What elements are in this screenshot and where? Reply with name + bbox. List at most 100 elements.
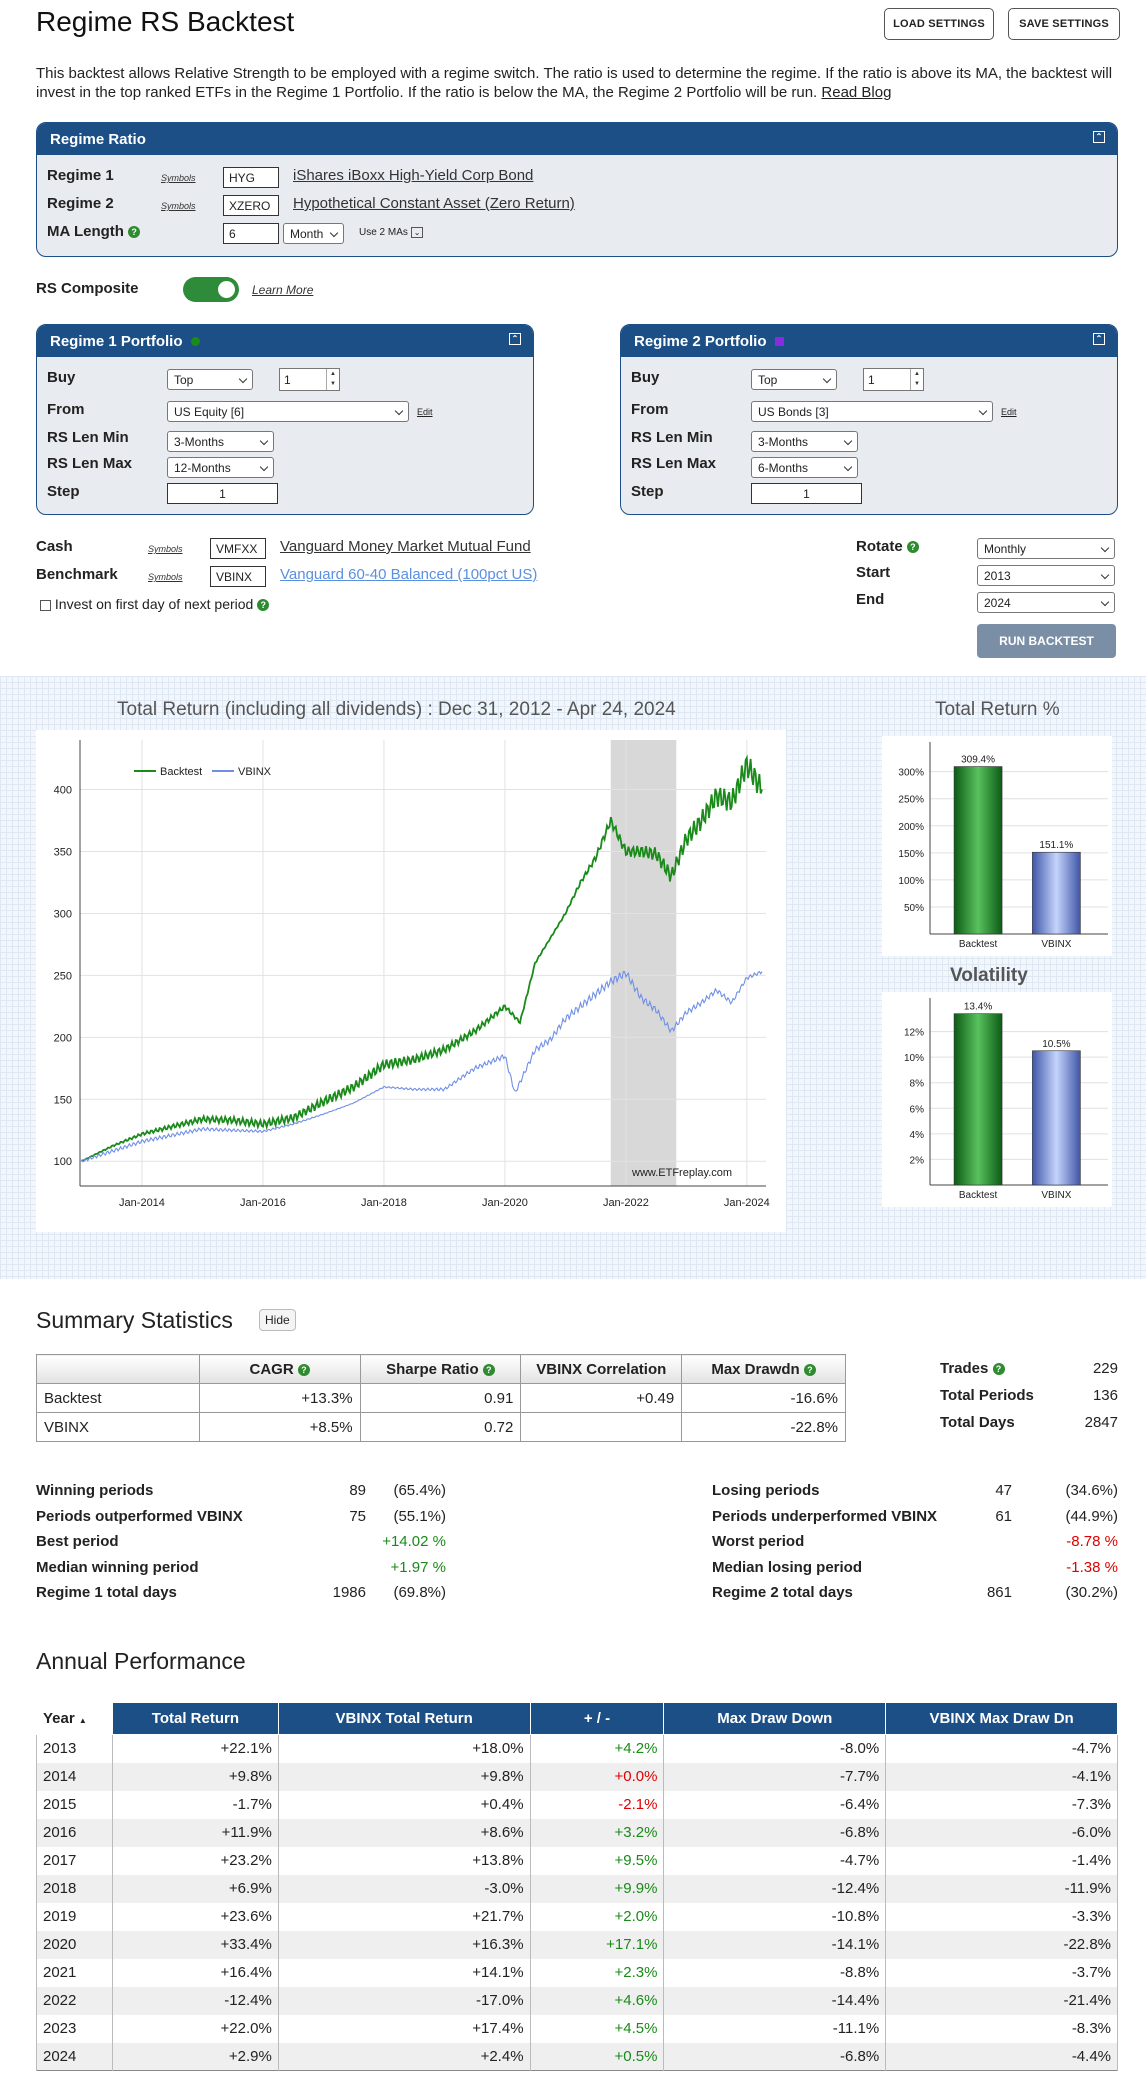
regime2-name-link[interactable]: Hypothetical Constant Asset (Zero Return… [293,195,575,212]
collapse-icon[interactable]: ⌃ [509,333,521,345]
rs-len-min-select[interactable]: 3-Months [751,431,858,452]
ma-length-input[interactable]: 6 [223,223,279,244]
help-icon[interactable]: ? [482,1363,495,1376]
from-label: From [47,401,85,418]
help-icon[interactable]: ? [992,1363,1005,1376]
year-sort-header[interactable]: Year ▲ [36,1702,113,1735]
table-cell: +11.9% [111,1818,279,1847]
page-title: Regime RS Backtest [36,6,295,37]
trades-label: Trades ? [940,1360,1005,1377]
learn-more-link[interactable]: Learn More [252,283,314,297]
table-row: 2016 +11.9% +8.6% +3.2% -6.8% -6.0% [36,1818,1118,1847]
volatility-y-tick-label: 2% [910,1155,925,1166]
collapse-icon[interactable]: ⌃ [1093,131,1105,143]
cash-name-link[interactable]: Vanguard Money Market Mutual Fund [280,538,531,555]
ma-unit-select[interactable]: Month [283,223,344,244]
max-draw-down-header[interactable]: Max Draw Down [663,1702,887,1735]
period-stat-count: 75 [349,1507,366,1525]
rotate-select[interactable]: Monthly [977,538,1115,559]
ma-length-text: MA Length [47,223,124,240]
total-return-y-tick-label: 50% [904,903,924,914]
table-cell: -4.1% [885,1762,1118,1791]
step-input[interactable]: 1 [751,483,862,504]
benchmark-symbol-input[interactable]: VBINX [210,566,266,587]
from-select[interactable]: US Equity [6] [167,401,409,422]
rs-len-min-label: RS Len Min [47,429,129,446]
regime1-symbols-link[interactable]: Symbols [161,173,196,183]
run-backtest-button[interactable]: RUN BACKTEST [977,624,1116,658]
total-return-header[interactable]: Total Return [111,1702,279,1735]
use-2-mas-toggle[interactable]: Use 2 MAs ⌄ [359,227,424,238]
table-cell: -14.4% [663,1986,887,2015]
collapse-icon[interactable]: ⌃ [1093,333,1105,345]
table-cell: +16.4% [111,1958,279,1987]
benchmark-name-link[interactable]: Vanguard 60-40 Balanced (100pct US) [280,566,538,583]
vbinx-max-draw-down-header[interactable]: VBINX Max Draw Dn [885,1702,1118,1735]
invest-first-day-checkbox[interactable] [40,599,51,611]
main-chart: 100 150 200 250 300 350 400 Jan-2014 Jan-2016 Jan… [36,730,786,1232]
green-dot-icon [190,337,200,346]
table-cell: +16.3% [277,1930,531,1959]
cash-symbols-link[interactable]: Symbols [148,544,183,554]
edit-link[interactable]: Edit [1001,407,1017,417]
toggle-knob [218,281,235,298]
table-cell: -14.1% [663,1930,887,1959]
buy-count-stepper[interactable]: 1 ▲ ▼ [863,368,924,391]
help-icon[interactable]: ? [128,226,141,239]
table-cell: +18.0% [277,1734,531,1763]
x-tick-label: Jan-2022 [603,1197,649,1209]
regime2-portfolio-header: Regime 2 Portfolio ⌃ [621,325,1117,357]
stepper-arrows-icon[interactable]: ▲ ▼ [910,369,923,390]
diff-header[interactable]: + / - [529,1702,665,1735]
edit-link[interactable]: Edit [417,407,433,417]
start-select[interactable]: 2013 [977,565,1115,586]
table-cell: 2024 [36,2042,113,2071]
table-cell: -8.8% [663,1958,887,1987]
table-row: 2018 +6.9% -3.0% +9.9% -12.4% -11.9% [36,1874,1118,1903]
regime2-symbol-input[interactable]: XZERO [223,195,279,216]
end-select[interactable]: 2024 [977,592,1115,613]
table-cell: +2.4% [277,2042,531,2071]
regime1-symbol-input[interactable]: HYG [223,167,279,188]
hide-button[interactable]: Hide [259,1309,296,1331]
period-stat-label: Regime 2 total days [712,1584,853,1601]
help-icon[interactable]: ? [297,1363,310,1376]
invest-first-day-option[interactable]: Invest on first day of next period ? [40,596,270,612]
benchmark-symbols-link[interactable]: Symbols [148,572,183,582]
buy-count-stepper[interactable]: 1 ▲ ▼ [279,368,340,391]
rs-len-min-select[interactable]: 3-Months [167,431,274,452]
regime2-portfolio-title: Regime 2 Portfolio [634,333,767,350]
rs-len-max-select[interactable]: 12-Months [167,457,274,478]
table-cell: -7.7% [663,1762,887,1791]
table-cell: -6.8% [663,2042,887,2071]
from-select[interactable]: US Bonds [3] [751,401,993,422]
table-cell: +22.1% [111,1734,279,1763]
regime2-symbols-link[interactable]: Symbols [161,201,196,211]
stepper-arrows-icon[interactable]: ▲ ▼ [326,369,339,390]
period-stat-label: Losing periods [712,1482,820,1499]
summary-header-blank [36,1354,200,1384]
table-cell: 2014 [36,1762,113,1791]
buy-select[interactable]: Top [751,369,837,390]
table-cell: +3.2% [529,1818,665,1847]
rs-composite-toggle[interactable] [183,277,239,302]
summary-header-sharpe: Sharpe Ratio ? [359,1354,522,1384]
read-blog-link[interactable]: Read Blog [821,84,892,101]
step-input[interactable]: 1 [167,483,278,504]
buy-select[interactable]: Top [167,369,253,390]
save-settings-button[interactable]: SAVE SETTINGS [1008,8,1120,40]
table-cell: -8.0% [663,1734,887,1763]
help-icon[interactable]: ? [257,599,270,612]
x-tick-label: Jan-2018 [361,1197,407,1209]
regime1-name-link[interactable]: iShares iBoxx High-Yield Corp Bond [293,167,534,184]
rs-len-max-select[interactable]: 6-Months [751,457,858,478]
vbinx-total-return-header[interactable]: VBINX Total Return [277,1702,531,1735]
total-return-bar-backtest [953,766,1003,935]
summary-table: CAGR ? Sharpe Ratio ? VBINX Correlation … [36,1354,846,1442]
cash-symbol-input[interactable]: VMFXX [210,538,266,559]
table-cell: +23.2% [111,1846,279,1875]
load-settings-button[interactable]: LOAD SETTINGS [884,8,994,40]
help-icon[interactable]: ? [906,541,919,554]
trades-text: Trades [940,1360,989,1377]
help-icon[interactable]: ? [803,1363,816,1376]
